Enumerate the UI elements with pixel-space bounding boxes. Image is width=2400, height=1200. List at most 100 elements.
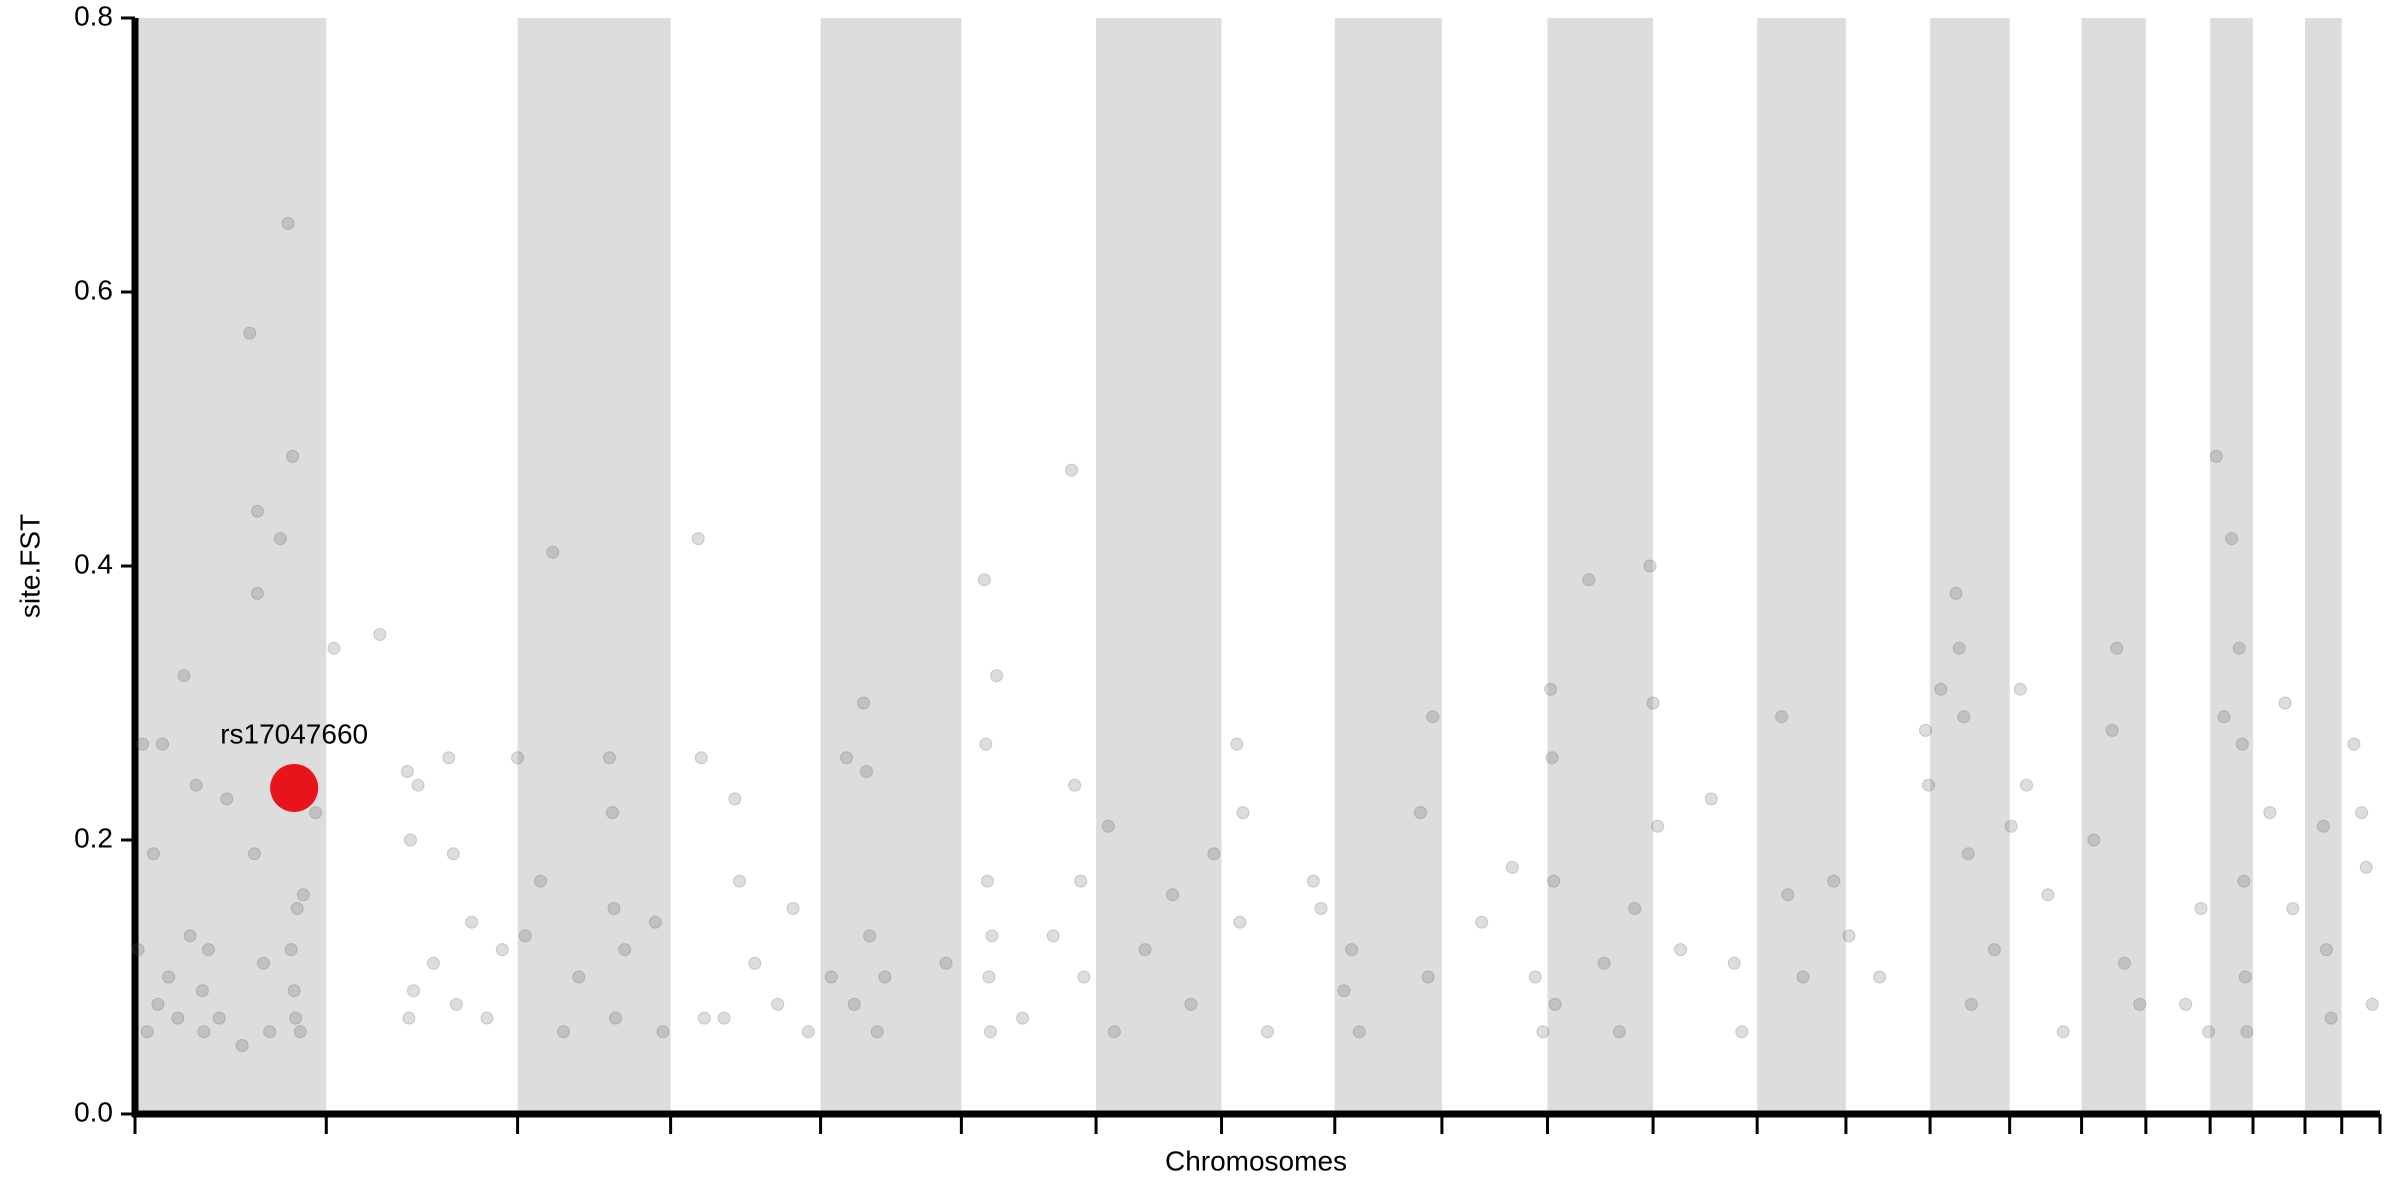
snp-point [771, 997, 785, 1011]
snp-point [605, 806, 619, 820]
snp-point [717, 1011, 731, 1025]
snp-point [1597, 956, 1611, 970]
snp-point [618, 943, 632, 957]
snp-point [2232, 641, 2246, 655]
snp-point [863, 929, 877, 943]
snp-point [2316, 819, 2330, 833]
chromosome-band [1930, 18, 2010, 1114]
snp-point [1207, 847, 1221, 861]
snp-point [1413, 806, 1427, 820]
snp-point [2238, 970, 2252, 984]
snp-point [1306, 874, 1320, 888]
snp-point [824, 970, 838, 984]
snp-point [602, 751, 616, 765]
snp-point [1547, 874, 1561, 888]
snp-point [1628, 902, 1642, 915]
snp-point [131, 943, 145, 957]
snp-point [250, 586, 264, 600]
snp-point [2278, 696, 2292, 710]
snp-point [2087, 833, 2101, 847]
snp-point [1475, 915, 1489, 929]
snp-point [939, 956, 953, 970]
snp-point [465, 915, 479, 929]
snp-point [556, 1025, 570, 1039]
snp-point [2240, 1025, 2254, 1039]
snp-point [1873, 970, 1887, 984]
snp-point [786, 902, 800, 915]
snp-point [980, 874, 994, 888]
snp-point [2235, 737, 2249, 751]
snp-point [201, 943, 215, 957]
snp-point [411, 778, 425, 792]
snp-point [2179, 997, 2193, 1011]
snp-point [691, 532, 705, 546]
snp-point [1646, 696, 1660, 710]
y-tick-label: 0.2 [74, 822, 113, 853]
snp-point [1781, 888, 1795, 902]
snp-point [151, 997, 165, 1011]
snp-point [2194, 902, 2208, 915]
chromosome-band [2210, 18, 2253, 1114]
snp-point [1922, 778, 1936, 792]
chromosome-band [517, 18, 671, 1114]
snp-point [870, 1025, 884, 1039]
snp-point [1582, 573, 1596, 587]
snp-point [189, 778, 203, 792]
snp-point [1233, 915, 1247, 929]
chromosome-band [1547, 18, 1654, 1114]
snp-point [694, 751, 708, 765]
snp-point [2319, 943, 2333, 957]
snp-point [1957, 710, 1971, 724]
snp-point [140, 1025, 154, 1039]
snp-point [162, 970, 176, 984]
snp-point [1545, 751, 1559, 765]
snp-point [572, 970, 586, 984]
snp-point [177, 669, 191, 683]
snp-point [1964, 997, 1978, 1011]
snp-point [1544, 682, 1558, 696]
snp-point [1230, 737, 1244, 751]
snp-point [1775, 710, 1789, 724]
snp-point [400, 765, 414, 778]
snp-point [1166, 888, 1180, 902]
snp-point [1528, 970, 1542, 984]
snp-point [1101, 819, 1115, 833]
snp-point [1352, 1025, 1366, 1039]
chromosome-band [1096, 18, 1222, 1114]
snp-point [1918, 723, 1932, 737]
snp-point [1426, 710, 1440, 724]
snp-point [449, 997, 463, 1011]
snp-point [1345, 943, 1359, 957]
snp-point [1138, 943, 1152, 957]
snp-point [977, 573, 991, 587]
snp-point [309, 806, 323, 820]
snp-point [446, 847, 460, 861]
chromosome-band [1334, 18, 1442, 1114]
snp-point [748, 956, 762, 970]
snp-point [2105, 723, 2119, 737]
snp-point [1961, 847, 1975, 861]
snp-point [195, 984, 209, 998]
snp-point [2324, 1011, 2338, 1025]
chromosome-band [2305, 18, 2342, 1114]
snp-point [442, 751, 456, 765]
snp-point [1987, 943, 2001, 957]
chromosome-band [1757, 18, 1846, 1114]
snp-point [243, 326, 257, 340]
snp-point [220, 792, 234, 806]
snp-point [2359, 860, 2373, 874]
snp-point [373, 628, 387, 641]
snp-point [728, 792, 742, 806]
snp-point [656, 1025, 670, 1039]
snp-point [403, 833, 417, 847]
snp-point [2013, 682, 2027, 696]
snp-point [289, 1011, 303, 1025]
snp-point [480, 1011, 494, 1025]
snp-point [518, 929, 532, 943]
y-tick-label: 0.4 [74, 548, 113, 579]
snp-point [2217, 710, 2231, 724]
snp-point [402, 1011, 416, 1025]
snp-point [1068, 778, 1082, 792]
snp-point [1727, 956, 1741, 970]
